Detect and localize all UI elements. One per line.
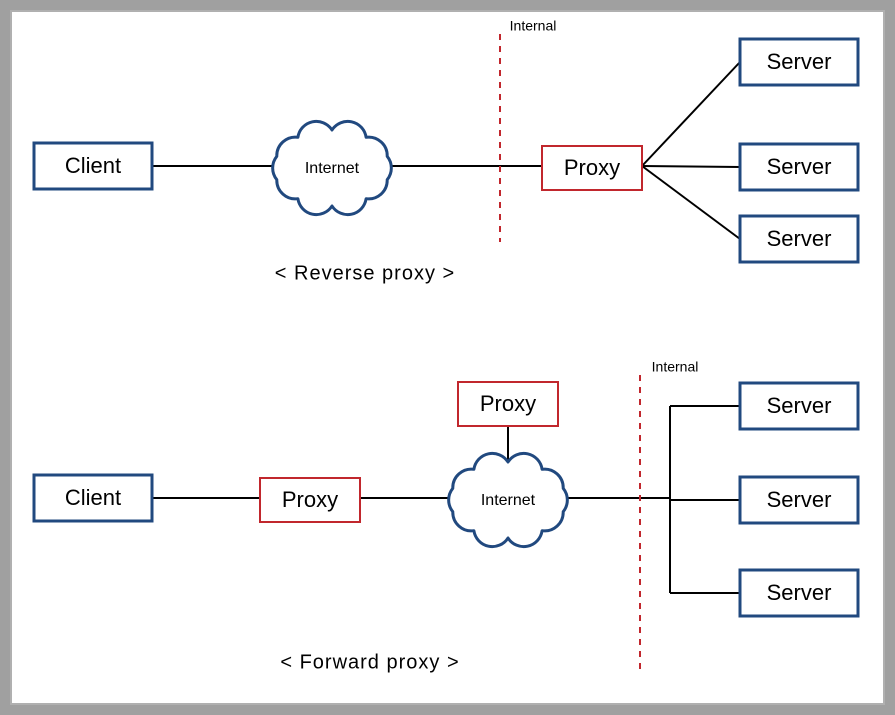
node-proxy2a: Proxy [260,478,360,522]
node-server2b: Server [740,477,858,523]
node-label-proxy: Proxy [564,155,620,180]
diagram-svg: Internal Client Internet Proxy Server Server S… [10,10,885,705]
diagram-caption: < Reverse proxy > [275,262,455,284]
node-label-internet: Internet [305,160,360,177]
node-label-client2: Client [65,485,121,510]
node-label-client: Client [65,153,121,178]
node-client: Client [34,143,152,189]
node-label-proxy2a: Proxy [282,487,338,512]
internal-label: Internal [652,359,699,375]
node-server1: Server [740,39,858,85]
node-server3: Server [740,216,858,262]
diagram-caption: < Forward proxy > [280,651,459,673]
node-label-proxy2b: Proxy [480,391,536,416]
node-internet: Internet [273,121,392,214]
node-label-server2a: Server [767,393,832,418]
node-label-internet2: Internet [481,492,536,509]
node-internet2: Internet [449,453,568,546]
edge [642,62,740,166]
node-server2a: Server [740,383,858,429]
diagram-canvas: Internal Client Internet Proxy Server Server S… [10,10,885,705]
edge [642,166,740,239]
node-server2c: Server [740,570,858,616]
internal-label: Internal [510,18,557,34]
node-proxy2b: Proxy [458,382,558,426]
node-server2: Server [740,144,858,190]
edge [642,166,740,167]
node-label-server3: Server [767,226,832,251]
node-proxy: Proxy [542,146,642,190]
node-client2: Client [34,475,152,521]
node-label-server2: Server [767,154,832,179]
node-label-server1: Server [767,49,832,74]
diagram-frame: Internal Client Internet Proxy Server Server S… [0,0,895,715]
node-label-server2b: Server [767,487,832,512]
node-label-server2c: Server [767,580,832,605]
